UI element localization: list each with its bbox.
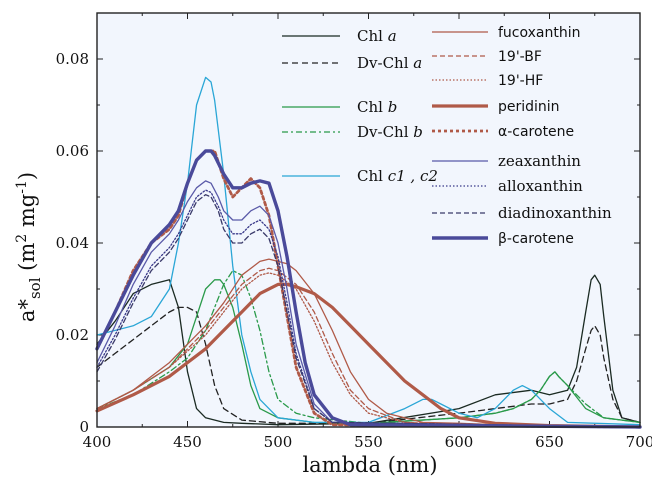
legend-label-8: peridinin xyxy=(498,99,560,115)
x-tick-label: 500 xyxy=(264,433,293,451)
legend-label-3: Dv-Chl b xyxy=(357,123,423,141)
legend-label-2: Chl b xyxy=(357,98,397,116)
x-axis-label: lambda (nm) xyxy=(302,453,437,477)
plot-frame xyxy=(96,12,641,428)
y-tick-label: 0 xyxy=(79,418,89,436)
y-tick-label: 0.02 xyxy=(56,326,89,344)
series-line-4 xyxy=(96,76,641,426)
y-axis-label-text: a*sol (m2 mg-1) xyxy=(14,172,44,322)
x-tick-label: 400 xyxy=(83,433,112,451)
legend: Chl a Dv-Chl a Chl b Dv-Chl b Chl c1 , c2 fuc… xyxy=(282,25,612,247)
legend-label-1: Dv-Chl a xyxy=(357,54,422,72)
series-line-3 xyxy=(96,269,641,424)
x-tick-label: 700 xyxy=(626,433,652,451)
legend-label-7: 19'-HF xyxy=(498,73,543,89)
series-line-11 xyxy=(96,189,641,428)
series-line-7 xyxy=(96,272,641,428)
series-line-8 xyxy=(95,282,642,429)
x-tick-label: 650 xyxy=(535,433,564,451)
series-line-1 xyxy=(96,306,641,424)
legend-label-13: β-carotene xyxy=(498,231,574,247)
series-line-12 xyxy=(96,194,641,428)
legend-label-6: 19'-BF xyxy=(498,49,542,65)
y-tick-label: 0.08 xyxy=(56,50,89,68)
x-tick-label: 450 xyxy=(173,433,202,451)
series-line-0 xyxy=(96,274,641,426)
x-tick-labels: 400 450 500 550 600 650 700 xyxy=(83,433,652,451)
x-tick-label: 600 xyxy=(445,433,474,451)
y-tick-labels: 0 0.02 0.04 0.06 0.08 xyxy=(56,50,89,436)
legend-label-12: diadinoxanthin xyxy=(498,204,612,222)
legend-label-4: Chl c1 , c2 xyxy=(357,167,438,185)
series-layer xyxy=(95,76,642,429)
series-line-13 xyxy=(95,149,642,429)
legend-label-9: α-carotene xyxy=(498,124,574,140)
y-tick-label: 0.06 xyxy=(56,142,89,160)
legend-label-5: fucoxanthin xyxy=(498,25,581,41)
legend-label-10: zeaxanthin xyxy=(498,152,581,170)
x-tick-label: 550 xyxy=(354,433,383,451)
series-line-5 xyxy=(96,258,641,428)
legend-label-0: Chl a xyxy=(357,27,397,45)
series-line-10 xyxy=(96,180,641,428)
y-axis-label: a*sol (m2 mg-1) xyxy=(14,172,44,322)
legend-label-11: alloxanthin xyxy=(498,177,583,195)
y-tick-label: 0.04 xyxy=(56,234,89,252)
